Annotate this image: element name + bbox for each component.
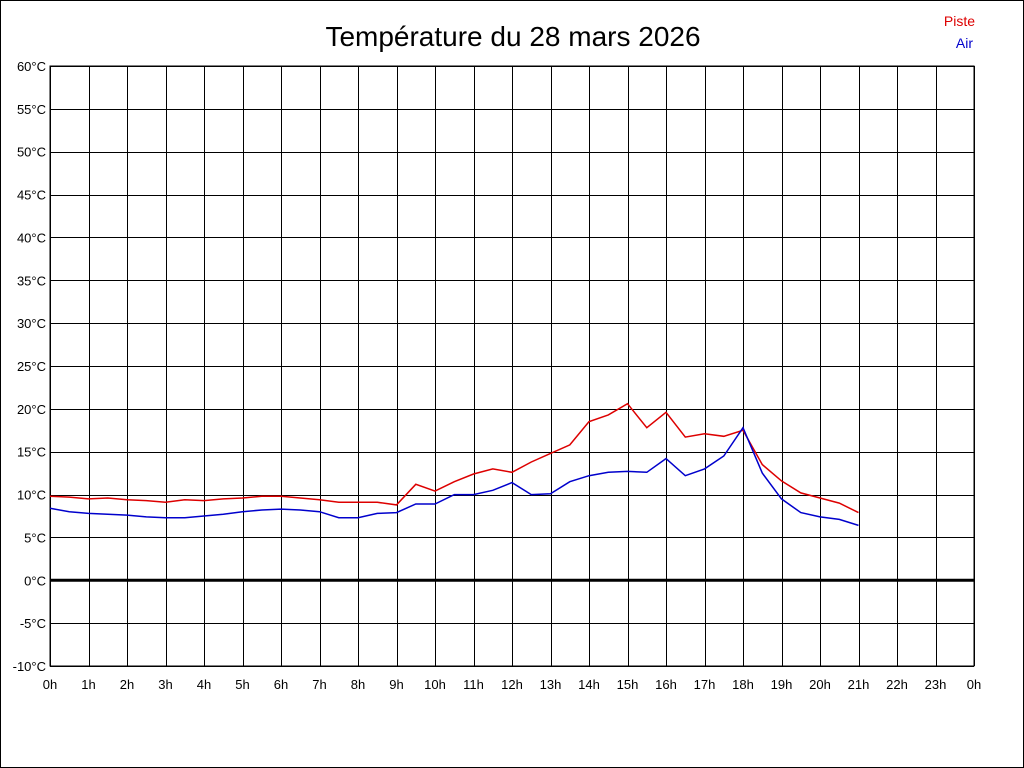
x-tick-label: 9h <box>389 677 403 692</box>
x-tick-label: 16h <box>655 677 677 692</box>
y-tick-label: 45°C <box>17 188 46 203</box>
legend-entry-air: Air <box>956 35 973 51</box>
series-line-air <box>49 426 859 527</box>
y-tick-label: 35°C <box>17 273 46 288</box>
series-line-piste <box>49 402 859 514</box>
x-tick-label: 17h <box>694 677 716 692</box>
series-layer <box>49 402 859 527</box>
y-tick-label: 40°C <box>17 230 46 245</box>
x-tick-label: 0h <box>967 677 981 692</box>
x-tick-label: 21h <box>848 677 870 692</box>
x-tick-label: 0h <box>43 677 57 692</box>
y-tick-label: 5°C <box>24 530 46 545</box>
x-tick-label: 1h <box>81 677 95 692</box>
x-tick-label: 18h <box>732 677 754 692</box>
y-tick-label: -10°C <box>13 659 46 674</box>
x-tick-label: 3h <box>158 677 172 692</box>
y-tick-label: 50°C <box>17 145 46 160</box>
x-tick-label: 23h <box>925 677 947 692</box>
y-tick-label: 30°C <box>17 316 46 331</box>
x-tick-label: 12h <box>501 677 523 692</box>
x-tick-label: 5h <box>235 677 249 692</box>
chart-title: Température du 28 mars 2026 <box>325 21 700 52</box>
x-tick-label: 20h <box>809 677 831 692</box>
x-tick-label: 14h <box>578 677 600 692</box>
x-tick-label: 8h <box>351 677 365 692</box>
x-tick-label: 6h <box>274 677 288 692</box>
x-tick-label: 13h <box>540 677 562 692</box>
y-tick-label: 0°C <box>24 573 46 588</box>
legend-entry-piste: Piste <box>944 13 975 29</box>
x-tick-label: 11h <box>463 677 484 692</box>
chart-grid <box>49 65 975 667</box>
y-tick-label: 15°C <box>17 445 46 460</box>
y-tick-label: 55°C <box>17 102 46 117</box>
x-tick-label: 19h <box>771 677 793 692</box>
y-tick-label: 60°C <box>17 59 46 74</box>
x-tick-label: 22h <box>886 677 908 692</box>
y-tick-label: 25°C <box>17 359 46 374</box>
x-tick-label: 2h <box>120 677 134 692</box>
x-tick-label: 7h <box>312 677 326 692</box>
x-tick-label: 10h <box>424 677 446 692</box>
x-axis-tick-labels: 0h 1h 2h 3h 4h 5h 6h 7h 8h 9h 10h 11h 12h 13h 14h 15h 16… <box>43 677 981 692</box>
y-tick-label: 20°C <box>17 402 46 417</box>
y-axis-tick-labels: 60°C 55°C 50°C 45°C 40°C 35°C 30°C 25°C 20°C 15°C… <box>13 59 46 674</box>
y-tick-label: 10°C <box>17 488 46 503</box>
y-tick-label: -5°C <box>20 616 46 631</box>
x-tick-label: 15h <box>617 677 639 692</box>
x-tick-label: 4h <box>197 677 211 692</box>
